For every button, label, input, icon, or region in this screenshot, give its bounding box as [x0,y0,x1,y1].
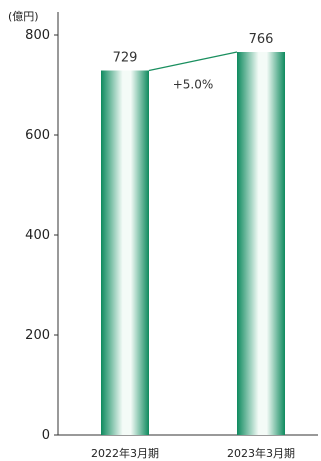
bar-value-label: 729 [113,51,138,66]
growth-annotation: +5.0% [173,78,214,92]
growth-connector-line [148,51,238,72]
x-category-label: 2022年3月期 [91,446,159,460]
y-tick-label: 200 [25,328,50,343]
x-category-label: 2023年3月期 [227,446,295,460]
category-labels: 2022年3月期 2023年3月期 [91,446,295,460]
y-tick-label: 0 [42,428,50,443]
y-tick-label: 600 [25,128,50,143]
y-tick-label: 400 [25,228,50,243]
y-tick-label: 800 [25,28,50,43]
y-axis-ticks: 0 200 400 600 800 [25,28,58,443]
bar [101,70,149,435]
bar [237,52,285,435]
bar-value-label: 766 [249,32,274,47]
unit-label: (億円) [8,10,39,23]
bars-group: 729 766 [101,32,285,435]
